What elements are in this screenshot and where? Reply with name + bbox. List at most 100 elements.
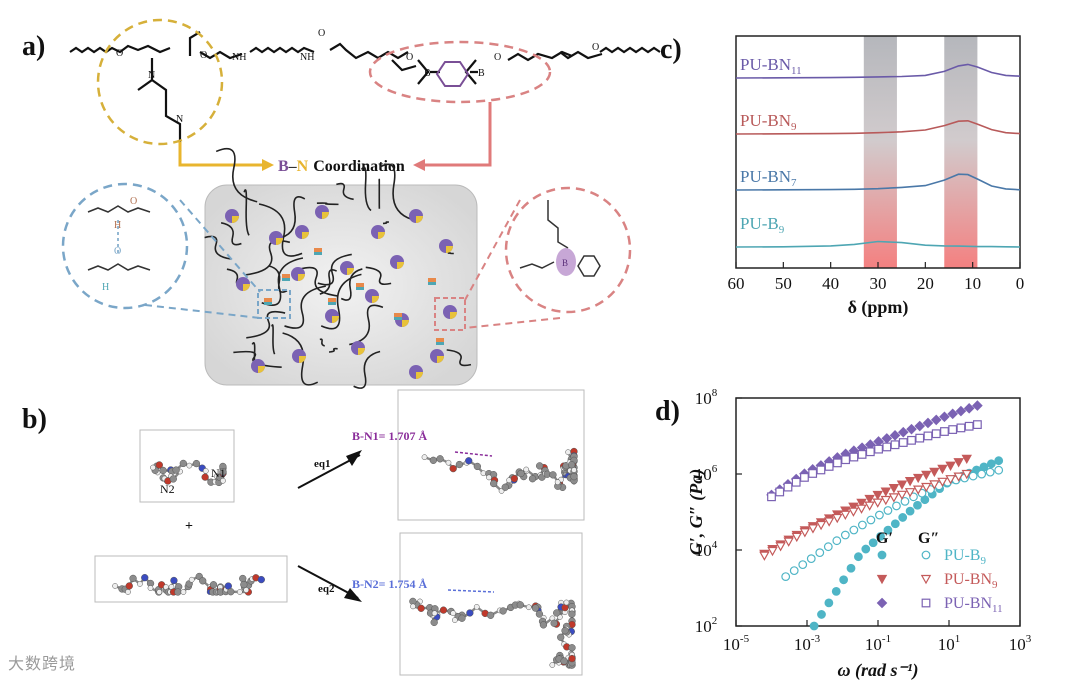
atom bbox=[561, 627, 569, 635]
plus-sign: + bbox=[185, 519, 193, 534]
legend-marker-gp bbox=[877, 550, 887, 560]
atom bbox=[451, 617, 458, 623]
g-double-prime-point bbox=[896, 490, 908, 501]
g-double-prime-point bbox=[875, 510, 884, 520]
atom bbox=[174, 588, 182, 596]
watermark: 大数跨境 bbox=[8, 654, 77, 673]
atom bbox=[565, 449, 571, 456]
y-tick-label: 102 bbox=[695, 615, 718, 636]
g-double-prime-point bbox=[857, 520, 867, 530]
hbond-node bbox=[314, 248, 322, 252]
hbond-node bbox=[328, 302, 336, 305]
x-tick-label: 10-5 bbox=[723, 633, 750, 654]
coordination-word: Coordination bbox=[313, 158, 405, 175]
x-tick-label: 0 bbox=[1016, 274, 1025, 293]
atom bbox=[129, 574, 137, 583]
network-chain bbox=[246, 310, 286, 339]
n1-label: N1 bbox=[211, 466, 226, 480]
g-double-prime-point bbox=[904, 488, 916, 498]
g-prime-point bbox=[905, 506, 915, 516]
g-double-prime-point bbox=[977, 469, 987, 479]
legend-marker-gpp bbox=[921, 550, 931, 560]
atom bbox=[490, 479, 498, 488]
g-double-prime-point bbox=[888, 493, 900, 503]
atom bbox=[431, 610, 438, 617]
series-label-name: PU-BN bbox=[740, 167, 791, 186]
x-tick-label: 10-1 bbox=[865, 633, 891, 654]
g-prime-point bbox=[890, 519, 900, 529]
coordination-b: B bbox=[278, 158, 289, 175]
bn-b-label: B bbox=[562, 258, 568, 268]
atom bbox=[112, 583, 118, 589]
g-double-prime-point bbox=[945, 475, 956, 485]
x-tick-label: 101 bbox=[938, 633, 961, 654]
atom bbox=[455, 460, 464, 469]
atom bbox=[501, 483, 509, 491]
atom bbox=[465, 457, 473, 465]
legend-label-sub: 9 bbox=[992, 579, 998, 591]
atom bbox=[192, 459, 201, 468]
panel-b-label: b) bbox=[22, 404, 47, 435]
g-double-prime-point bbox=[909, 492, 918, 502]
g-double-prime-point bbox=[848, 507, 859, 517]
bn-node-amine bbox=[322, 212, 329, 219]
legend-label-sub: 9 bbox=[980, 555, 986, 567]
network-chain bbox=[280, 196, 306, 239]
atom bbox=[125, 589, 131, 595]
g-prime-point bbox=[889, 430, 901, 441]
atom-label-nh-right: NH bbox=[300, 52, 314, 63]
highlight-band bbox=[944, 36, 978, 268]
atom bbox=[421, 454, 428, 461]
g-double-prime-point bbox=[940, 427, 949, 436]
y-tick-label: 104 bbox=[695, 539, 718, 560]
g-double-prime-point bbox=[972, 420, 982, 429]
g-prime-point bbox=[945, 461, 956, 471]
hbond-node bbox=[394, 317, 402, 320]
network-chain bbox=[268, 265, 288, 293]
atom bbox=[169, 475, 177, 483]
g-double-prime-point bbox=[937, 477, 948, 488]
hbond-node bbox=[264, 298, 272, 302]
atom bbox=[557, 633, 565, 641]
atom bbox=[550, 619, 558, 627]
g-double-prime-point bbox=[849, 525, 859, 535]
bn2-distance-label: B-N2= 1.754 Å bbox=[352, 577, 428, 591]
bn-node-amine bbox=[347, 268, 354, 275]
hbond-node bbox=[356, 283, 364, 287]
atom bbox=[525, 604, 532, 611]
bn-node-amine bbox=[276, 238, 283, 245]
g-double-prime-point bbox=[815, 520, 827, 531]
atom bbox=[486, 474, 492, 481]
g-double-prime-point bbox=[832, 513, 843, 524]
atom bbox=[180, 589, 187, 595]
series-label-sub: 9 bbox=[779, 224, 785, 236]
g-double-prime-point bbox=[880, 495, 892, 506]
tick-base: 10 bbox=[938, 635, 955, 654]
atom bbox=[170, 576, 178, 585]
atom bbox=[554, 479, 561, 485]
g-prime-point bbox=[817, 610, 826, 619]
polymer-network bbox=[204, 147, 472, 389]
g-prime-point bbox=[880, 487, 892, 497]
boronic-arrow bbox=[425, 102, 492, 167]
zoom-line-left-1 bbox=[179, 199, 261, 293]
g-double-prime-point bbox=[864, 501, 875, 511]
atom bbox=[553, 609, 561, 617]
g-prime-point bbox=[963, 403, 975, 414]
g-double-prime-point bbox=[874, 444, 883, 454]
atom-label-o-ester: O bbox=[200, 50, 207, 61]
g-prime-point bbox=[906, 423, 917, 435]
panel-c-label: c) bbox=[660, 34, 682, 65]
boronic-arrow-head bbox=[413, 159, 425, 171]
g-prime-point bbox=[947, 408, 958, 420]
network-chain bbox=[284, 285, 326, 329]
legend-marker-gp bbox=[876, 574, 888, 585]
legend-label-name: PU-B bbox=[944, 547, 980, 564]
g-prime-point bbox=[861, 544, 871, 554]
bn-bond-ellipse bbox=[556, 248, 576, 276]
hbond-h-top: H bbox=[114, 220, 121, 231]
atom bbox=[549, 471, 557, 479]
atom bbox=[156, 589, 163, 595]
amine-highlight-circle bbox=[96, 18, 224, 146]
hbond-o-top: O bbox=[130, 196, 137, 207]
